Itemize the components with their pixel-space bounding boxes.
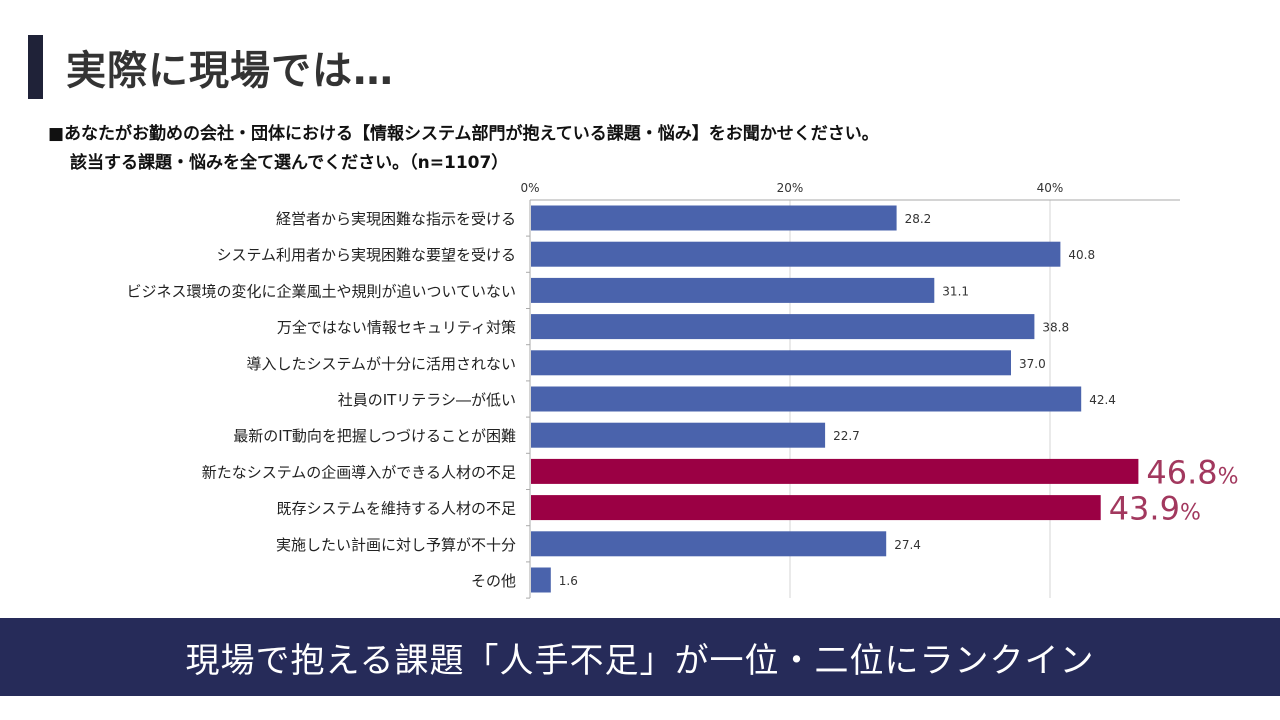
value-label: 27.4 bbox=[894, 538, 921, 552]
category-label: 新たなシステムの企画導入ができる人材の不足 bbox=[202, 463, 516, 481]
bar bbox=[531, 567, 551, 593]
bar bbox=[531, 350, 1011, 376]
category-label: その他 bbox=[471, 572, 516, 590]
bar bbox=[531, 241, 1061, 267]
survey-question-line-1: ■あなたがお勤めの会社・団体における【情報システム部門が抱えている課題・悩み】を… bbox=[48, 124, 879, 144]
category-label: ビジネス環境の変化に企業風土や規則が追いついていない bbox=[126, 282, 516, 300]
highlighted-value-label: 43.9% bbox=[1109, 490, 1201, 528]
category-label: 最新のIT動向を把握しつづけることが困難 bbox=[233, 427, 516, 445]
survey-question-line-2: 該当する課題・悩みを全て選んでください。（n=1107） bbox=[70, 153, 509, 173]
category-label: 社員のITリテラシ―が低い bbox=[338, 391, 516, 409]
slide-title: 実際に現場では… bbox=[66, 48, 394, 94]
bar-chart: 0% 20% 40% 経営者から実現困難な指示を受ける 28.2 システム利用者から実現困… bbox=[126, 181, 1239, 599]
category-label: 実施したい計画に対し予算が不十分 bbox=[276, 536, 516, 554]
category-label: システム利用者から実現困難な要望を受ける bbox=[216, 246, 516, 264]
highlighted-bar bbox=[531, 458, 1139, 484]
highlighted-bar bbox=[531, 495, 1101, 521]
title-accent-bar bbox=[28, 35, 43, 99]
conclusion-banner: 現場で抱える課題「人手不足」が一位・二位にランクイン bbox=[0, 618, 1280, 696]
bar bbox=[531, 386, 1082, 412]
bar bbox=[531, 531, 887, 557]
value-label: 22.7 bbox=[833, 429, 860, 443]
percent-suffix: % bbox=[1180, 501, 1201, 526]
x-tick-label: 20% bbox=[777, 181, 804, 195]
survey-question: ■あなたがお勤めの会社・団体における【情報システム部門が抱えている課題・悩み】を… bbox=[48, 120, 879, 178]
highlighted-value-label: 46.8% bbox=[1146, 453, 1238, 491]
category-label: 万全ではない情報セキュリティ対策 bbox=[277, 319, 516, 337]
value-label: 28.2 bbox=[905, 212, 932, 226]
bar bbox=[531, 422, 826, 448]
category-label: 既存システムを維持する人材の不足 bbox=[276, 500, 516, 518]
value-label: 42.4 bbox=[1089, 393, 1116, 407]
percent-suffix: % bbox=[1218, 464, 1239, 489]
value-label: 1.6 bbox=[559, 574, 578, 588]
conclusion-banner-text: 現場で抱える課題「人手不足」が一位・二位にランクイン bbox=[185, 640, 1095, 681]
value-label: 37.0 bbox=[1019, 357, 1046, 371]
bar bbox=[531, 277, 935, 303]
x-tick-label: 0% bbox=[520, 181, 539, 195]
bar bbox=[531, 314, 1035, 340]
x-tick-label: 40% bbox=[1037, 181, 1064, 195]
value-label: 40.8 bbox=[1068, 248, 1095, 262]
category-label: 導入したシステムが十分に活用されない bbox=[246, 355, 516, 373]
value-label: 38.8 bbox=[1042, 321, 1069, 335]
bar bbox=[531, 205, 897, 231]
category-label: 経営者から実現困難な指示を受ける bbox=[276, 210, 516, 228]
value-label: 31.1 bbox=[942, 284, 969, 298]
